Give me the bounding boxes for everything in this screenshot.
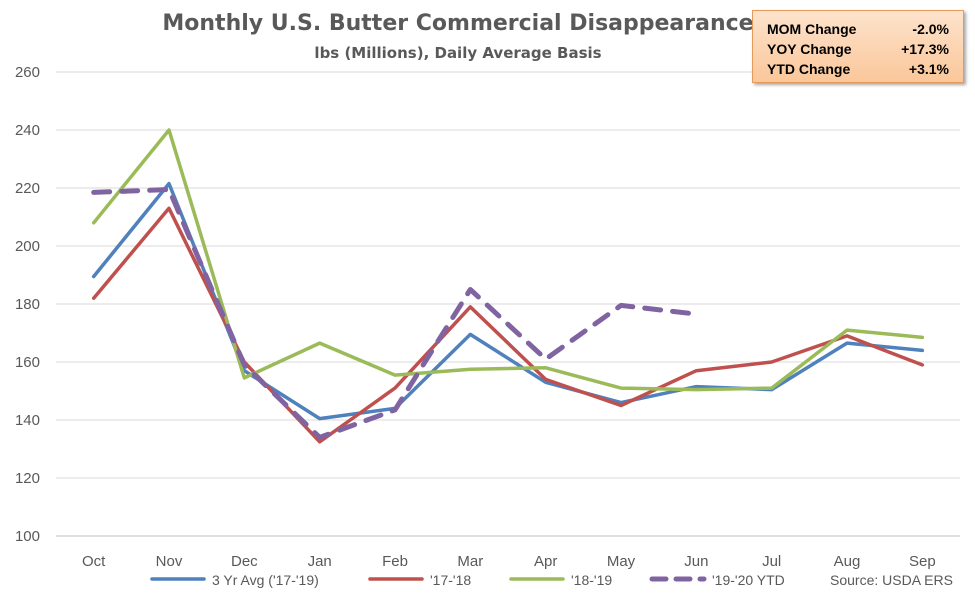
y-tick-label: 220 <box>15 180 40 197</box>
x-tick-label: Feb <box>382 553 408 570</box>
legend-label: '18-'19 <box>571 572 612 588</box>
x-tick-label: Mar <box>457 553 483 570</box>
gridlines <box>56 71 960 537</box>
x-tick-label: Nov <box>156 553 183 570</box>
x-tick-label: Sep <box>909 553 936 570</box>
stat-row-ytd: YTD Change +3.1% <box>767 59 949 79</box>
y-tick-label: 120 <box>15 470 40 487</box>
x-tick-label: Jan <box>308 553 332 570</box>
stat-label: YOY Change <box>767 41 852 57</box>
stat-row-yoy: YOY Change +17.3% <box>767 39 949 59</box>
x-tick-label: Jul <box>762 553 781 570</box>
stat-value: -2.0% <box>912 21 949 37</box>
source-note: Source: USDA ERS <box>830 572 953 588</box>
x-tick-label: Aug <box>834 553 861 570</box>
y-tick-label: 100 <box>15 528 40 545</box>
y-tick-label: 140 <box>15 412 40 429</box>
y-axis-ticks: 100 120 140 160 180 200 220 240 260 <box>15 64 40 545</box>
y-tick-label: 240 <box>15 122 40 139</box>
chart-subtitle: lbs (Millions), Daily Average Basis <box>314 44 601 62</box>
series-line <box>91 187 699 440</box>
y-tick-label: 260 <box>15 64 40 81</box>
x-tick-label: Oct <box>82 553 106 570</box>
stat-value: +17.3% <box>901 41 949 57</box>
y-tick-label: 160 <box>15 354 40 371</box>
legend-label: '17-'18 <box>430 572 471 588</box>
y-tick-label: 180 <box>15 296 40 313</box>
change-stats-box: MOM Change -2.0% YOY Change +17.3% YTD C… <box>752 10 964 83</box>
legend-label: 3 Yr Avg ('17-'19) <box>212 572 319 588</box>
legend-label: '19-'20 YTD <box>712 572 785 588</box>
x-tick-label: Jun <box>684 553 708 570</box>
chart-title: Monthly U.S. Butter Commercial Disappear… <box>162 11 753 36</box>
x-tick-label: Dec <box>231 553 258 570</box>
x-axis-ticks: Oct Nov Dec Jan Feb Mar Apr May Jun Jul Aug Sep <box>82 553 936 570</box>
series-lines <box>91 128 925 444</box>
stat-value: +3.1% <box>908 61 949 77</box>
stat-label: YTD Change <box>767 61 851 77</box>
x-tick-label: May <box>607 553 636 570</box>
stat-label: MOM Change <box>767 21 857 37</box>
series-line <box>91 128 925 392</box>
y-tick-label: 200 <box>15 238 40 255</box>
legend: 3 Yr Avg ('17-'19) '17-'18 '18-'19 '19-'20 … <box>150 572 785 588</box>
x-tick-label: Apr <box>534 553 557 570</box>
stat-row-mom: MOM Change -2.0% <box>767 19 949 39</box>
